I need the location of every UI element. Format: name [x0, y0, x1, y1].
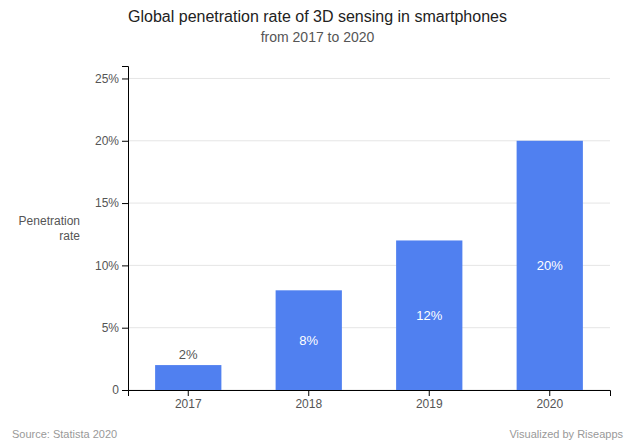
- bar: [276, 290, 342, 390]
- y-tick: 5%: [102, 321, 128, 335]
- x-tick-line: [549, 390, 550, 396]
- y-tick-label: 20%: [95, 134, 119, 148]
- y-tick: 20%: [95, 134, 128, 148]
- chart: Global penetration rate of 3D sensing in…: [0, 0, 635, 448]
- x-axis-line: [129, 391, 611, 397]
- data-label: 12%: [416, 308, 442, 323]
- data-label: 8%: [299, 333, 318, 348]
- bar: [396, 240, 462, 390]
- title: Global penetration rate of 3D sensing in…: [128, 8, 507, 25]
- y-axis: 0 5% 10% 15% 20% 25%: [95, 67, 129, 398]
- y-tick-label: 15%: [95, 196, 119, 210]
- y-axis-title-line: Penetration: [19, 214, 80, 228]
- y-tick-line: [122, 78, 128, 79]
- y-tick-line: [122, 328, 128, 329]
- y-tick-line: [122, 141, 128, 142]
- y-tick-line: [122, 390, 128, 391]
- x-tick: 2018: [295, 390, 322, 411]
- subtitle: from 2017 to 2020: [261, 29, 375, 45]
- x-tick-label: 2017: [175, 397, 202, 411]
- x-tick: 2019: [416, 390, 443, 411]
- y-tick-label: 25%: [95, 72, 119, 86]
- annotation: Source: Statista 2020: [12, 428, 117, 440]
- y-tick: 25%: [95, 72, 128, 86]
- y-tick-label: 5%: [102, 321, 120, 335]
- grid: [128, 78, 610, 390]
- y-tick: 10%: [95, 259, 128, 273]
- grid-line: [128, 78, 610, 79]
- y-tick-line: [122, 265, 128, 266]
- data-label: 2%: [179, 347, 198, 362]
- y-axis-title-line: rate: [59, 229, 80, 243]
- x-tick-label: 2020: [536, 397, 563, 411]
- data-labels: 2% 8% 12% 20%: [179, 258, 563, 362]
- x-tick-line: [308, 390, 309, 396]
- data-label: 20%: [537, 258, 563, 273]
- x-tick-line: [429, 390, 430, 396]
- y-tick-label: 0: [112, 383, 119, 397]
- y-tick-line: [122, 203, 128, 204]
- x-tick: 2017: [175, 390, 202, 411]
- bar: [155, 365, 221, 390]
- x-tick: 2020: [536, 390, 563, 411]
- annotation: Visualized by Riseapps: [509, 428, 623, 440]
- x-tick-label: 2019: [416, 397, 443, 411]
- x-tick-label: 2018: [295, 397, 322, 411]
- y-tick: 15%: [95, 196, 128, 210]
- y-tick-label: 10%: [95, 259, 119, 273]
- bars: [155, 141, 583, 390]
- x-axis: 2017 2018 2019 2020: [129, 390, 611, 411]
- y-axis-line: [122, 67, 129, 391]
- bar: [517, 141, 583, 390]
- y-axis-title: Penetrationrate: [19, 214, 81, 242]
- plot: 2017 2018 2019 2020 0 5% 10% 15% 20% 25% Penetrati…: [19, 67, 611, 411]
- y-tick: 0: [112, 383, 128, 397]
- x-tick-line: [188, 390, 189, 396]
